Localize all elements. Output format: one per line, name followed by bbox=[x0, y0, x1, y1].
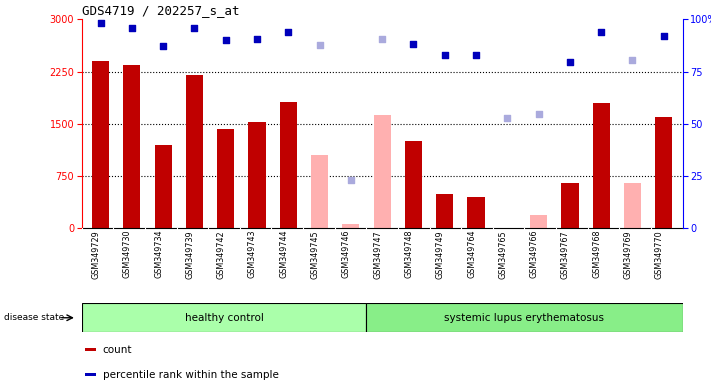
Point bbox=[565, 60, 576, 66]
Point bbox=[220, 37, 231, 43]
Text: GSM349739: GSM349739 bbox=[186, 230, 194, 278]
Point bbox=[408, 41, 419, 47]
Text: GDS4719 / 202257_s_at: GDS4719 / 202257_s_at bbox=[82, 3, 240, 17]
Point bbox=[658, 33, 670, 39]
Point bbox=[188, 25, 200, 31]
Text: GSM349734: GSM349734 bbox=[154, 230, 163, 278]
Point bbox=[627, 56, 638, 63]
Bar bbox=[123, 65, 141, 228]
Bar bbox=[217, 129, 235, 228]
Point bbox=[345, 177, 356, 183]
Bar bbox=[154, 145, 172, 228]
Point bbox=[251, 36, 262, 42]
Text: systemic lupus erythematosus: systemic lupus erythematosus bbox=[444, 313, 604, 323]
Point bbox=[282, 29, 294, 35]
Text: GSM349767: GSM349767 bbox=[561, 230, 570, 278]
Text: GSM349766: GSM349766 bbox=[530, 230, 539, 278]
Text: GSM349749: GSM349749 bbox=[436, 230, 445, 278]
Bar bbox=[592, 103, 610, 228]
Text: GSM349744: GSM349744 bbox=[279, 230, 288, 278]
Bar bbox=[248, 122, 266, 228]
Bar bbox=[85, 348, 95, 351]
Text: GSM349745: GSM349745 bbox=[311, 230, 319, 278]
Point bbox=[533, 111, 545, 117]
Bar bbox=[561, 183, 579, 228]
Point bbox=[596, 29, 607, 35]
Bar bbox=[373, 116, 391, 228]
Bar bbox=[405, 141, 422, 228]
Text: disease state: disease state bbox=[4, 313, 64, 322]
Text: GSM349730: GSM349730 bbox=[123, 230, 132, 278]
Point bbox=[95, 20, 106, 26]
Point bbox=[126, 25, 137, 31]
Bar bbox=[311, 155, 328, 228]
Text: GSM349764: GSM349764 bbox=[467, 230, 476, 278]
Bar bbox=[342, 224, 360, 228]
Point bbox=[314, 42, 325, 48]
Text: percentile rank within the sample: percentile rank within the sample bbox=[103, 370, 279, 380]
Text: GSM349748: GSM349748 bbox=[405, 230, 414, 278]
Text: GSM349729: GSM349729 bbox=[92, 230, 100, 279]
Text: GSM349768: GSM349768 bbox=[592, 230, 602, 278]
Bar bbox=[530, 215, 547, 228]
Bar bbox=[366, 303, 683, 332]
Bar bbox=[624, 183, 641, 228]
Point bbox=[157, 43, 169, 49]
Text: GSM349765: GSM349765 bbox=[498, 230, 508, 278]
Text: GSM349769: GSM349769 bbox=[624, 230, 633, 278]
Bar bbox=[467, 197, 485, 228]
Text: GSM349746: GSM349746 bbox=[342, 230, 351, 278]
Text: GSM349742: GSM349742 bbox=[217, 230, 225, 278]
Bar bbox=[655, 117, 673, 228]
Bar bbox=[436, 194, 454, 228]
Bar bbox=[85, 372, 95, 376]
Point bbox=[471, 52, 482, 58]
Point bbox=[502, 115, 513, 121]
Text: count: count bbox=[103, 345, 132, 355]
Text: GSM349770: GSM349770 bbox=[655, 230, 664, 278]
Point bbox=[439, 52, 451, 58]
Text: healthy control: healthy control bbox=[185, 313, 264, 323]
Bar bbox=[82, 303, 366, 332]
Bar bbox=[279, 101, 297, 228]
Text: GSM349743: GSM349743 bbox=[248, 230, 257, 278]
Text: GSM349747: GSM349747 bbox=[373, 230, 383, 278]
Bar bbox=[186, 75, 203, 228]
Bar bbox=[92, 61, 109, 228]
Point bbox=[377, 36, 388, 42]
